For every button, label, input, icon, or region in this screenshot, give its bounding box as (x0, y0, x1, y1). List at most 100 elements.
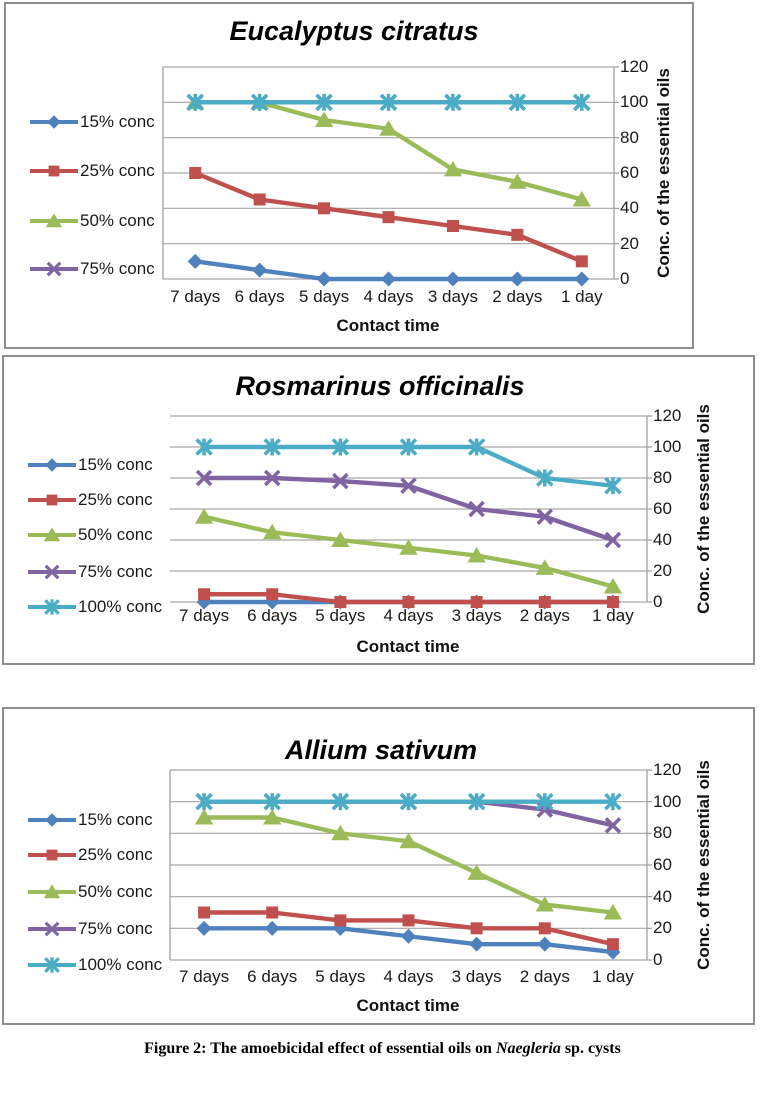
x-axis-label: Contact time (356, 637, 460, 656)
series-15-conc (187, 253, 590, 287)
legend-marker-100pct-icon (28, 599, 76, 615)
legend-label: 15% conc (78, 810, 153, 829)
y-tick-label: 20 (653, 918, 672, 938)
y-tick-label: 120 (653, 760, 682, 779)
x-tick-label: 7 days (179, 606, 230, 625)
y-tick-label: 40 (653, 530, 672, 549)
x-tick-label: 2 days (492, 287, 543, 306)
caption-body: The amoebicidal effect of essential oils… (206, 1040, 496, 1057)
plot-area (162, 66, 619, 287)
chart-panel-rosmarinus-officinalis: Rosmarinus officinalis 15% conc 25% conc… (2, 355, 755, 665)
y-tick-label: 100 (653, 791, 682, 811)
legend-label: 25% conc (80, 161, 155, 180)
x-tick-label: 4 days (383, 606, 434, 625)
x-tick-label: 2 days (519, 606, 570, 625)
y-tick-label: 20 (653, 561, 672, 580)
x-tick-label: 3 days (427, 287, 478, 306)
legend-item-50pct: 50% conc (30, 211, 155, 230)
legend-label: 75% conc (78, 919, 153, 938)
legend-label: 50% conc (78, 882, 153, 901)
caption-suffix: sp. cysts (560, 1040, 621, 1057)
legend-item-75pct: 75% conc (28, 919, 153, 938)
legend-label: 50% conc (78, 525, 153, 544)
legend-item-25pct: 25% conc (28, 490, 153, 509)
legend-label: 25% conc (78, 845, 153, 864)
legend-label: 75% conc (80, 259, 155, 278)
chart-title: Eucalyptus citratus (229, 16, 479, 46)
x-tick-label: 2 days (519, 967, 570, 986)
chart-title: Rosmarinus officinalis (235, 371, 525, 401)
y-tick-label: 80 (653, 468, 672, 487)
legend-item-15pct: 15% conc (28, 810, 153, 829)
legend-marker-25pct-icon (30, 165, 78, 177)
legend-item-100pct: 100% conc (28, 955, 163, 974)
legend-item-15pct: 15% conc (30, 112, 155, 131)
x-tick-label: 1 day (560, 287, 603, 306)
legend-item-75pct: 75% conc (28, 562, 153, 581)
legend-label: 100% conc (78, 955, 163, 974)
figure-caption: Figure 2: The amoebicidal effect of esse… (0, 1040, 765, 1058)
x-tick-label: 1 day (592, 967, 634, 986)
y-tick-label: 100 (653, 437, 682, 456)
x-tick-label: 7 days (179, 967, 230, 986)
x-tick-label: 3 days (451, 967, 502, 986)
legend-item-100pct: 100% conc (28, 597, 162, 616)
y-tick-label: 40 (653, 886, 672, 906)
legend-marker-15pct-icon (28, 813, 76, 827)
y-tick-label: 60 (620, 163, 639, 182)
x-tick-label: 4 days (383, 967, 434, 986)
x-tick-label: 6 days (234, 287, 285, 306)
legend-label: 15% conc (80, 112, 155, 131)
y-tick-label: 80 (653, 823, 672, 843)
y-tick-label: 20 (620, 233, 639, 253)
series-25-conc (198, 906, 619, 951)
legend-marker-15pct-icon (28, 458, 76, 472)
legend-marker-75pct-icon (28, 564, 76, 580)
series-25-conc (198, 588, 619, 608)
series-25-conc (189, 167, 588, 268)
plot-area (170, 415, 652, 610)
y-tick-label: 80 (620, 127, 639, 147)
legend-label: 50% conc (80, 211, 155, 230)
y-tick-label: 120 (620, 57, 649, 76)
y-tick-label: 40 (620, 198, 639, 218)
legend-marker-50pct-icon (28, 527, 76, 542)
caption-prefix: Figure 2: (144, 1040, 207, 1057)
series-50-conc (194, 508, 623, 594)
series-75-conc (195, 469, 622, 549)
legend-item-15pct: 15% conc (28, 455, 153, 474)
x-axis-label: Contact time (336, 316, 440, 335)
legend-item-25pct: 25% conc (30, 161, 155, 180)
series-100-conc (186, 93, 591, 112)
chart-title: Allium sativum (284, 735, 478, 765)
x-tick-label: 5 days (315, 967, 366, 986)
y-tick-label: 100 (620, 92, 649, 112)
legend-label: 15% conc (78, 455, 153, 474)
x-tick-label: 3 days (451, 606, 502, 625)
x-tick-label: 1 day (592, 606, 634, 625)
x-tick-label: 7 days (170, 287, 221, 306)
series-100-conc (195, 438, 622, 495)
series-50-conc (194, 809, 623, 920)
caption-species: Naegleria (495, 1040, 561, 1057)
y-tick-label: 0 (653, 950, 663, 969)
legend-marker-50pct-icon (30, 213, 78, 228)
legend-marker-25pct-icon (28, 494, 76, 506)
legend-marker-100pct-icon (28, 957, 76, 973)
y-axis-label: Conc. of the essential oils (694, 760, 713, 970)
y-tick-label: 60 (653, 499, 672, 518)
x-axis-label: Contact time (356, 996, 460, 1015)
legend-item-50pct: 50% conc (28, 882, 153, 901)
series-15-conc (196, 920, 621, 960)
x-tick-label: 5 days (315, 606, 366, 625)
legend-marker-25pct-icon (28, 849, 76, 861)
legend-marker-75pct-icon (28, 921, 76, 937)
y-tick-label: 120 (653, 406, 682, 425)
y-tick-label: 0 (620, 269, 630, 288)
x-tick-label: 6 days (247, 606, 298, 625)
x-tick-label: 5 days (299, 287, 350, 306)
legend-label: 75% conc (78, 562, 153, 581)
legend-label: 25% conc (78, 490, 153, 509)
y-tick-label: 60 (653, 855, 672, 874)
